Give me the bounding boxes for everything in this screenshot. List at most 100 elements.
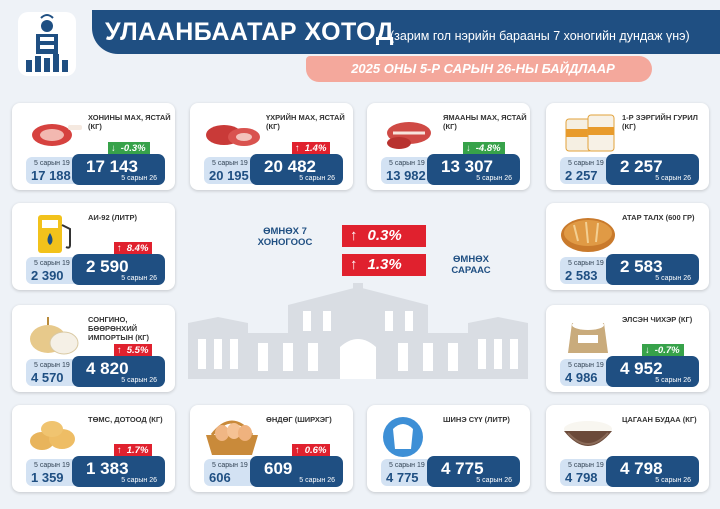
fuel-pump-icon (24, 211, 84, 253)
product-name: АИ-92 (ЛИТР) (88, 213, 137, 222)
previous-price-box: 5 сарын 19 4 775 (381, 459, 436, 486)
onion-icon (24, 313, 84, 355)
previous-date-label: 5 сарын 19 (34, 362, 70, 369)
price-card-bread: АТАР ТАЛХ (600 ГР) 5 сарын 19 2 583 2 58… (546, 203, 709, 290)
previous-price-box: 5 сарын 19 4 986 (560, 359, 615, 386)
arrow-up-icon: ↑ (350, 256, 358, 273)
previous-price: 1 359 (31, 470, 64, 485)
price-card-fuel: АИ-92 (ЛИТР) ↑ 8.4% 5 сарын 19 2 390 2 59… (12, 203, 175, 290)
product-name: ТӨМС, ДОТООД (КГ) (88, 415, 163, 424)
current-date-label: 5 сарын 26 (655, 477, 691, 484)
product-name: ЦАГААН БУДАА (КГ) (622, 415, 697, 424)
current-date-label: 5 сарын 26 (655, 175, 691, 182)
current-price-box: 2 257 5 сарын 26 (606, 154, 699, 185)
current-price-box: 20 482 5 сарын 26 (250, 154, 343, 185)
sugar-sack-icon (558, 313, 618, 355)
change-badge: ↑ 0.6% (292, 444, 331, 457)
previous-price: 13 982 (386, 168, 426, 183)
change-value: -0.7% (654, 345, 680, 356)
previous-date-label: 5 сарын 19 (212, 160, 248, 167)
product-name: ӨНДӨГ (ШИРХЭГ) (266, 415, 332, 424)
price-card-flour: 1-Р ЗЭРГИЙН ГУРИЛ (КГ) 5 сарын 19 2 257 … (546, 103, 709, 190)
previous-price: 17 188 (31, 168, 71, 183)
current-price-box: 4 820 5 сарын 26 (72, 356, 165, 387)
change-value: 1.4% (304, 143, 327, 154)
current-price-box: 2 583 5 сарын 26 (606, 254, 699, 285)
product-name: ШИНЭ СҮҮ (ЛИТР) (443, 415, 510, 424)
page-subtitle: (зарим гол нэрийн барааны 7 хоногийн дун… (390, 29, 690, 43)
current-date-label: 5 сарын 26 (299, 477, 335, 484)
arrow-down-icon: ↓ (645, 345, 650, 356)
change-value: -0.3% (120, 143, 146, 154)
current-date-label: 5 сарын 26 (476, 175, 512, 182)
previous-price: 2 583 (565, 268, 598, 283)
current-date-label: 5 сарын 26 (121, 175, 157, 182)
change-value: -4.8% (475, 143, 501, 154)
page-title: УЛААНБААТАР ХОТОД (105, 18, 395, 46)
previous-price: 4 798 (565, 470, 598, 485)
price-card-sugar: ЭЛСЭН ЧИХЭР (КГ) ↓ -0.7% 5 сарын 19 4 986… (546, 305, 709, 392)
change-badge: ↓ -0.3% (108, 142, 150, 155)
current-date-label: 5 сарын 26 (121, 275, 157, 282)
change-badge: ↑ 8.4% (114, 242, 153, 255)
header-banner (92, 10, 720, 54)
previous-date-label: 5 сарын 19 (34, 260, 70, 267)
date-label: 2025 ОНЫ 5-Р САРЫН 26-НЫ БАЙДЛААР (351, 61, 615, 76)
egg-basket-icon (202, 413, 262, 455)
previous-price: 2 257 (565, 168, 598, 183)
week-change-badge: ↑ 0.3% (342, 225, 426, 247)
current-price-box: 4 798 5 сарын 26 (606, 456, 699, 487)
current-price-box: 13 307 5 сарын 26 (427, 154, 520, 185)
change-value: 8.4% (126, 243, 149, 254)
previous-date-label: 5 сарын 19 (568, 462, 604, 469)
arrow-up-icon: ↑ (295, 445, 300, 456)
current-price-box: 609 5 сарын 26 (250, 456, 343, 487)
current-price-box: 4 952 5 сарын 26 (606, 356, 699, 387)
previous-price: 2 390 (31, 268, 64, 283)
previous-price: 4 570 (31, 370, 64, 385)
current-price: 17 143 (86, 157, 138, 176)
price-card-rice: ЦАГААН БУДАА (КГ) 5 сарын 19 4 798 4 798… (546, 405, 709, 492)
price-card-eggs: ӨНДӨГ (ШИРХЭГ) ↑ 0.6% 5 сарын 19 606 609 … (190, 405, 353, 492)
arrow-down-icon: ↓ (111, 143, 116, 154)
previous-price: 4 775 (386, 470, 419, 485)
rice-bowl-icon (558, 413, 618, 455)
current-price: 1 383 (86, 459, 129, 478)
current-price: 2 583 (620, 257, 663, 276)
change-badge: ↑ 5.5% (114, 344, 153, 357)
current-price-box: 2 590 5 сарын 26 (72, 254, 165, 285)
previous-date-label: 5 сарын 19 (212, 462, 248, 469)
previous-date-label: 5 сарын 19 (34, 462, 70, 469)
current-price-box: 17 143 5 сарын 26 (72, 154, 165, 185)
government-palace-icon (188, 283, 528, 379)
product-name: АТАР ТАЛХ (600 ГР) (622, 213, 695, 222)
potato-icon (24, 413, 84, 455)
change-value: 0.6% (304, 445, 327, 456)
previous-price: 20 195 (209, 168, 249, 183)
price-card-onion: СОНГИНО, БӨӨРӨНХИЙ ИМПОРТЫН (КГ) ↑ 5.5% 5… (12, 305, 175, 392)
change-value: 1.7% (126, 445, 149, 456)
price-card-milk: ШИНЭ СҮҮ (ЛИТР) 5 сарын 19 4 775 4 775 5… (367, 405, 530, 492)
month-change-badge: ↑ 1.3% (342, 254, 426, 276)
arrow-up-icon: ↑ (117, 243, 122, 254)
product-name: ЯМААНЫ МАХ, ЯСТАЙ (КГ) (443, 113, 527, 131)
arrow-up-icon: ↑ (350, 227, 358, 244)
product-name: ЭЛСЭН ЧИХЭР (КГ) (622, 315, 693, 324)
previous-date-label: 5 сарын 19 (568, 362, 604, 369)
beef-meat-icon (202, 111, 262, 153)
price-card-mutton: ХОНИНЫ МАХ, ЯСТАЙ (КГ) ↓ -0.3% 5 сарын 19… (12, 103, 175, 190)
previous-price-box: 5 сарын 19 4 798 (560, 459, 615, 486)
current-price: 4 775 (441, 459, 484, 478)
current-price: 4 798 (620, 459, 663, 478)
previous-price-box: 5 сарын 19 17 188 (26, 157, 81, 184)
arrow-down-icon: ↓ (466, 143, 471, 154)
previous-price-box: 5 сарын 19 606 (204, 459, 259, 486)
current-price: 4 952 (620, 359, 663, 378)
change-value: 5.5% (126, 345, 149, 356)
previous-price-box: 5 сарын 19 2 390 (26, 257, 81, 284)
statistics-logo-icon (14, 10, 80, 78)
current-price: 4 820 (86, 359, 129, 378)
change-badge: ↑ 1.7% (114, 444, 153, 457)
milk-splash-icon (379, 413, 439, 457)
month-change-value: 1.3% (367, 256, 402, 273)
